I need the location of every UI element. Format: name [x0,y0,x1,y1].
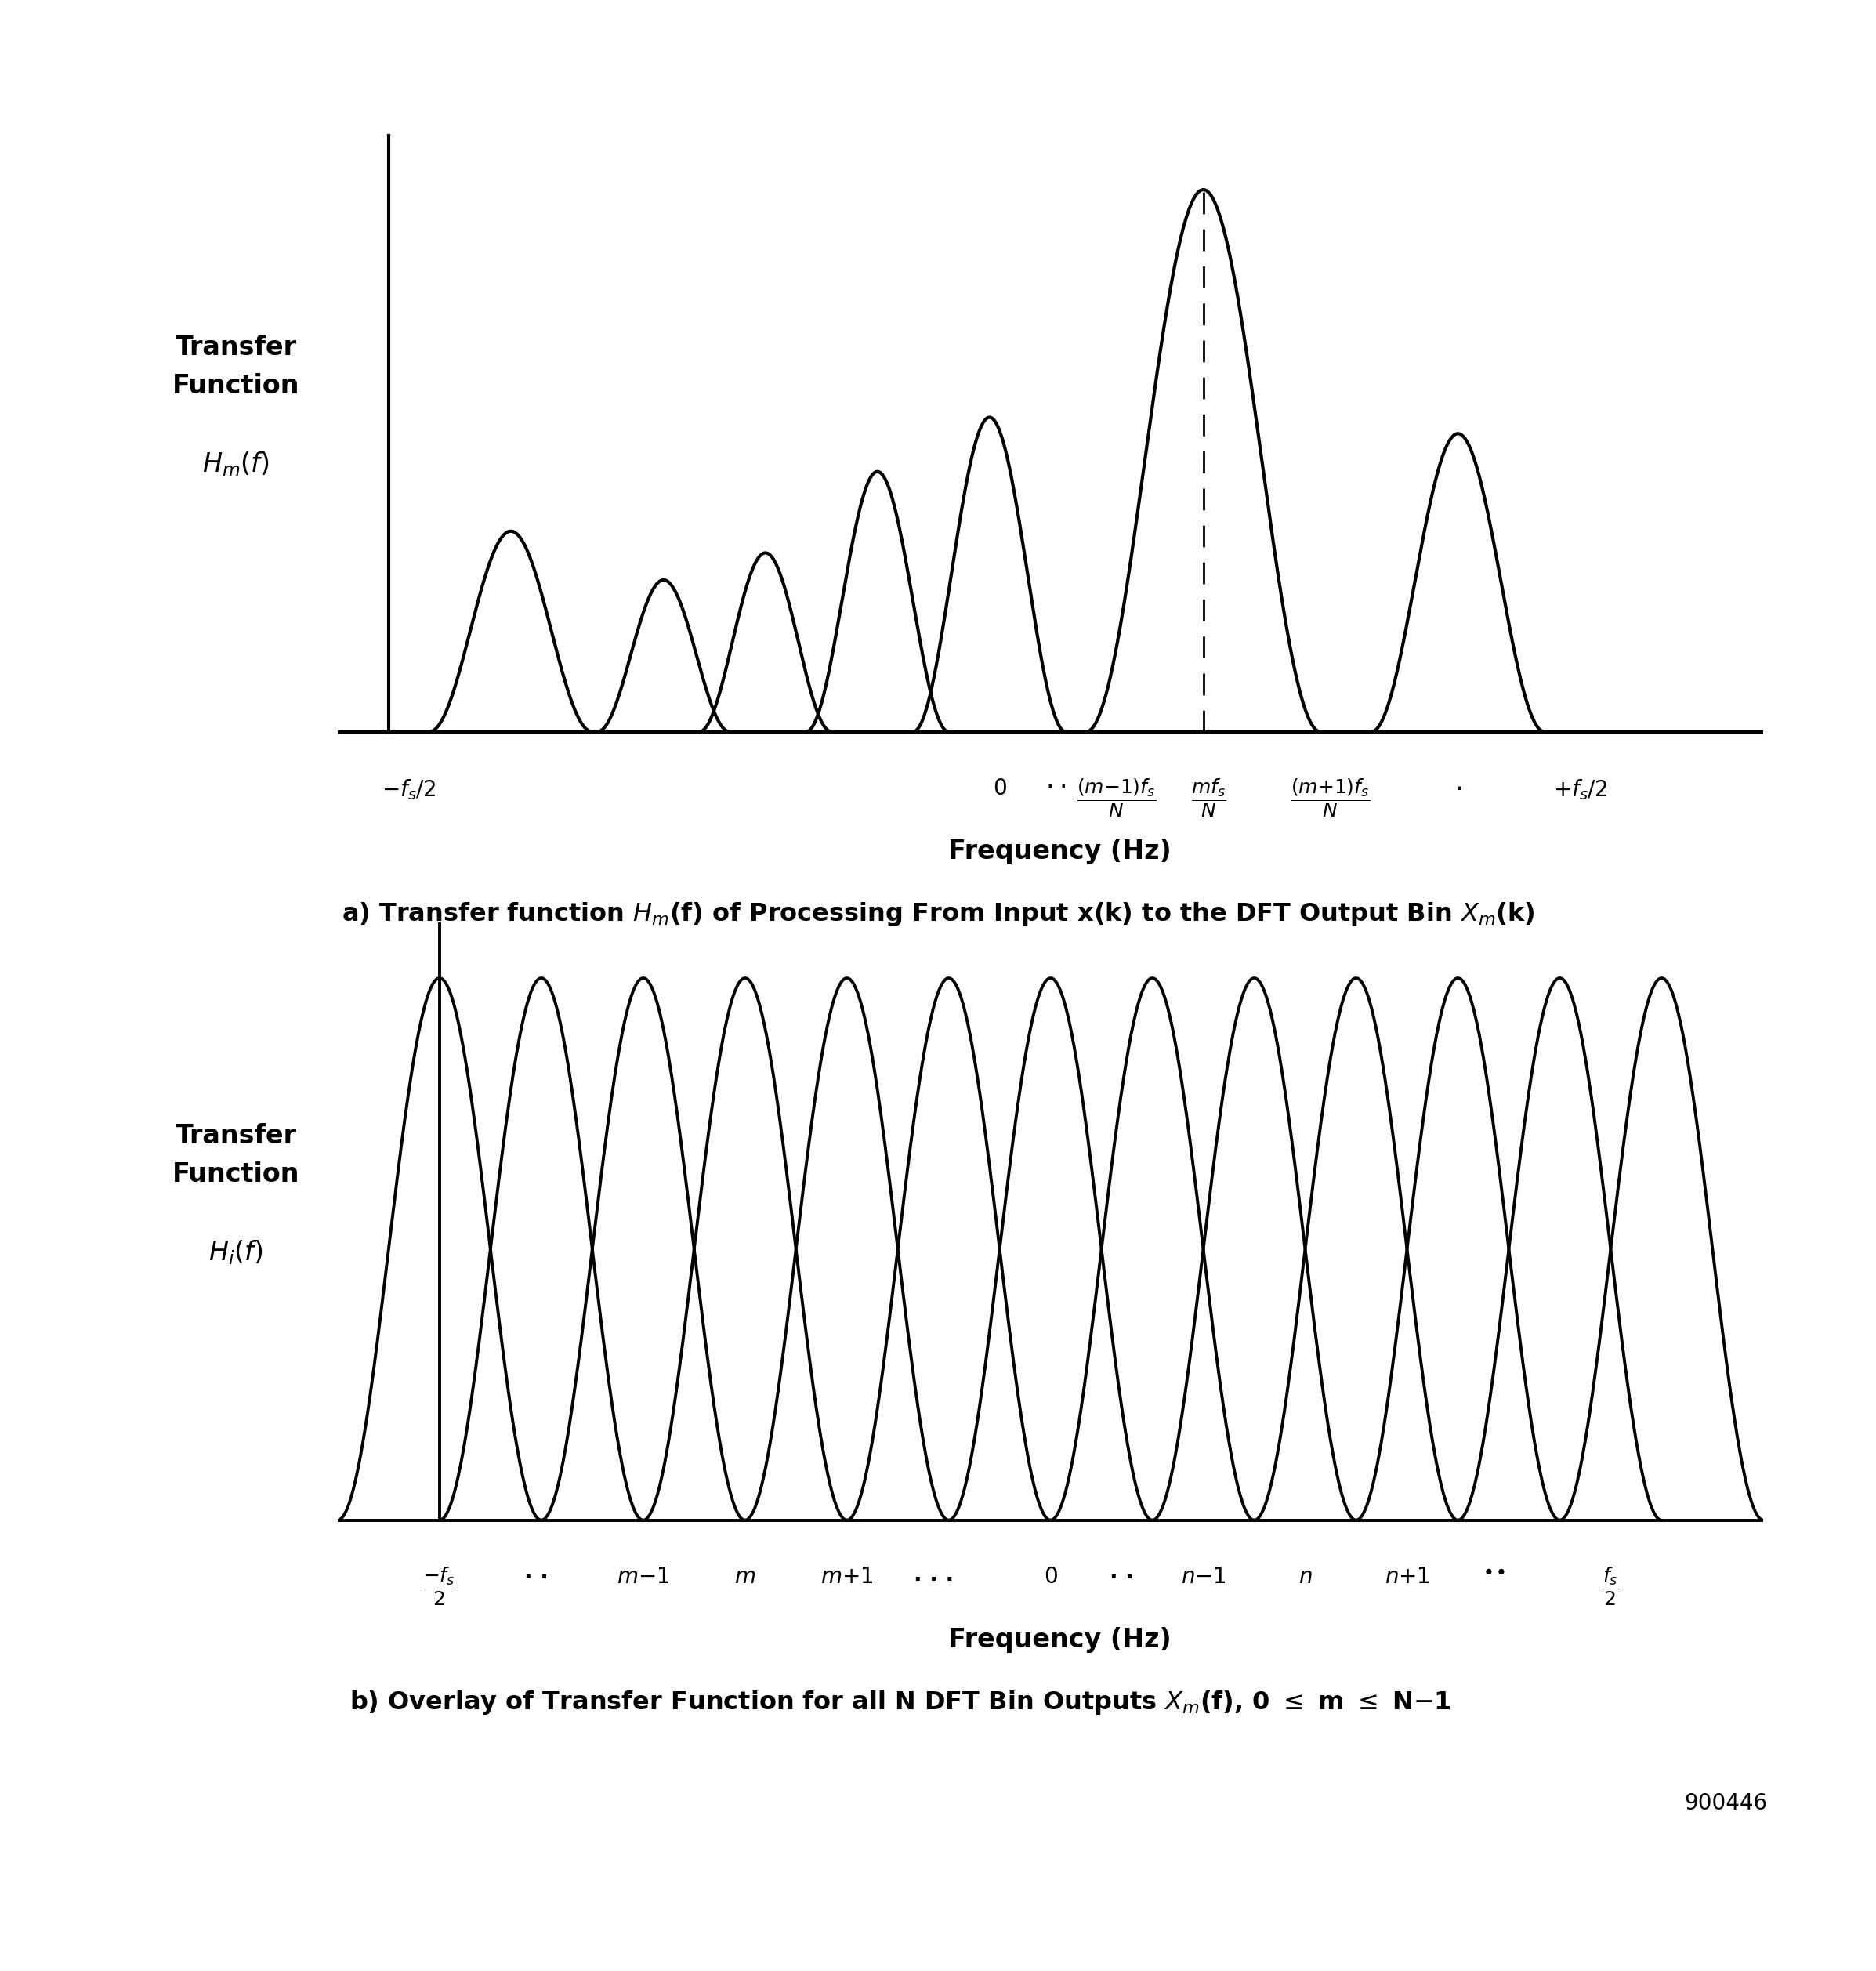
Text: $\bullet\!\bullet$: $\bullet\!\bullet$ [1482,1561,1505,1579]
Text: $-f_s/2$: $-f_s/2$ [383,779,435,802]
Text: Frequency (Hz): Frequency (Hz) [949,1626,1171,1654]
Text: . .: . . [523,1561,548,1583]
Text: $m{-}1$: $m{-}1$ [617,1567,670,1589]
Text: $0$: $0$ [1043,1567,1058,1589]
Text: Transfer
Function

$H_m(f)$: Transfer Function $H_m(f)$ [173,335,300,479]
Text: $n$: $n$ [1298,1567,1311,1589]
Text: $n{+}1$: $n{+}1$ [1384,1567,1430,1589]
Text: . . .: . . . [914,1563,953,1585]
Text: $m{+}1$: $m{+}1$ [820,1567,872,1589]
Text: Frequency (Hz): Frequency (Hz) [949,838,1171,865]
Text: a) Transfer function $H_m$(f) of Processing From Input x(k) to the DFT Output Bi: a) Transfer function $H_m$(f) of Process… [341,901,1535,928]
Text: 900446: 900446 [1685,1792,1767,1815]
Text: $\dfrac{mf_s}{N}$: $\dfrac{mf_s}{N}$ [1191,779,1227,820]
Text: $0$: $0$ [992,779,1007,800]
Text: $+f_s/2$: $+f_s/2$ [1553,779,1608,802]
Text: $\cdot$: $\cdot$ [1454,775,1461,802]
Text: $\cdot\cdot$: $\cdot\cdot$ [1045,773,1066,798]
Text: $n{-}1$: $n{-}1$ [1180,1567,1227,1589]
Text: . .: . . [1111,1561,1133,1583]
Text: $\dfrac{(m{-}1)f_s}{N}$: $\dfrac{(m{-}1)f_s}{N}$ [1077,779,1156,820]
Text: $\dfrac{(m{+}1)f_s}{N}$: $\dfrac{(m{+}1)f_s}{N}$ [1291,779,1369,820]
Text: b) Overlay of Transfer Function for all N DFT Bin Outputs $X_m$(f), 0 $\leq$ m $: b) Overlay of Transfer Function for all … [349,1689,1452,1717]
Text: $\dfrac{-f_s}{2}$: $\dfrac{-f_s}{2}$ [424,1567,456,1608]
Text: $m$: $m$ [734,1567,756,1589]
Text: $\dfrac{f_s}{2}$: $\dfrac{f_s}{2}$ [1602,1567,1619,1608]
Text: Transfer
Function

$H_i(f)$: Transfer Function $H_i(f)$ [173,1123,300,1267]
